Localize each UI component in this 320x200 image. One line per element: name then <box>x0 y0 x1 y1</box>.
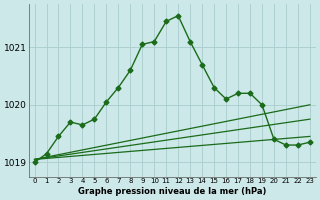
X-axis label: Graphe pression niveau de la mer (hPa): Graphe pression niveau de la mer (hPa) <box>78 187 266 196</box>
